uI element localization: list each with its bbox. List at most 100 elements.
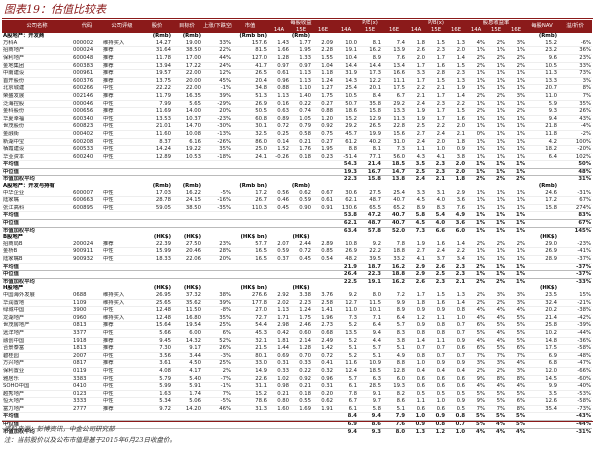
cell: 5% [506, 337, 527, 346]
cell: 3.3 [406, 189, 427, 198]
cell: 25.8 [526, 321, 559, 330]
empty-cell [406, 234, 426, 241]
empty-cell [426, 33, 446, 40]
empty-cell [202, 175, 232, 184]
cell: 2.2 [446, 247, 467, 256]
empty-cell [558, 234, 592, 241]
cell: 6.1 [334, 405, 358, 414]
cell: 13.5 [334, 329, 358, 338]
cell: 3383 [72, 375, 102, 384]
cell: 0.62 [290, 189, 312, 198]
cell: 1918 [72, 337, 102, 346]
cell: 12.48 [142, 306, 172, 315]
cell: 1% [466, 189, 487, 198]
cell: -37% [558, 255, 593, 264]
summary-row: 中位值 19.3 16.7 14.7 2.5 2.3 2.0 1% 1% 1% 48% [2, 167, 593, 176]
cell: 25% [202, 321, 232, 330]
cell: 36% [558, 46, 593, 55]
cell: 1% [506, 122, 527, 131]
summary-value: 4.5 [406, 219, 427, 228]
empty-cell [142, 412, 172, 421]
empty-cell [232, 226, 268, 235]
cell: 18.6 [334, 107, 358, 116]
cell: -18% [202, 153, 232, 162]
cell: 1% [466, 100, 487, 109]
cell: 1.77 [290, 39, 312, 48]
cell: 7% [466, 405, 487, 414]
cell: 1% [506, 189, 527, 198]
empty-cell [312, 183, 334, 190]
empty-cell [172, 219, 202, 228]
cell: 10.9 [358, 359, 382, 368]
cell: 中性 [102, 130, 142, 139]
summary-value: 4.0 [426, 219, 447, 228]
empty-cell [72, 285, 102, 292]
empty-cell [142, 262, 172, 271]
company-row: 栖霞建设 600533 中性 14.24 19.22 35% 25.0 1.52 1.76 1.9… [2, 145, 593, 154]
empty-cell [232, 160, 268, 169]
cell: 12.0 [526, 367, 559, 376]
cell: 1.2 [406, 314, 427, 323]
cell: 2.49 [312, 337, 334, 346]
cell: 0.85 [312, 247, 334, 256]
cell: 中性 [102, 397, 142, 406]
cell: 保利地产 [2, 54, 72, 63]
cell: 0.8 [406, 329, 427, 338]
empty-cell [526, 160, 559, 169]
cell: 1.7 [406, 291, 427, 300]
cell: 0.22 [290, 367, 312, 376]
empty-cell [102, 33, 142, 40]
cell: 0.72 [290, 247, 312, 256]
cell: 0.6 [406, 405, 427, 414]
summary-row: 市值加权平均 9.4 9.3 8.0 1.3 1.2 1.0 4% 4% 4% -31% [2, 427, 593, 436]
empty-cell [142, 226, 172, 235]
cell: 2% [486, 54, 507, 63]
cell: 1.8 [406, 39, 427, 48]
cell: 11.79 [142, 92, 172, 101]
cell: 0.32 [312, 367, 334, 376]
cell: 1.04 [312, 62, 334, 71]
cell: 0.96 [268, 77, 290, 86]
cell: 1.13 [268, 92, 290, 101]
bottom-rule [2, 421, 593, 422]
cell: 22.00 [172, 84, 202, 93]
summary-value: 8.4 [334, 412, 358, 421]
cell: 0.9 [426, 359, 447, 368]
cell: 9.2 [334, 291, 358, 300]
cell: 越秀地产 [2, 390, 72, 399]
column-header: 上涨/下跌空间 [202, 20, 232, 34]
empty-cell [172, 270, 202, 279]
cell: 23.5 [526, 291, 559, 300]
empty-cell [102, 234, 142, 241]
summary-value: -33% [558, 277, 593, 286]
cell: 0123 [72, 390, 102, 399]
year-header: 14A [334, 26, 358, 34]
cell: 2.28 [312, 46, 334, 55]
cell: 推荐 [102, 359, 142, 368]
summary-value: 1% [466, 226, 487, 235]
cell: 张江高科 [2, 204, 72, 213]
cell: 0.9 [446, 397, 467, 406]
cell: 000024 [72, 46, 102, 55]
cell: 3.5 [526, 390, 559, 399]
cell: 1.6 [426, 240, 447, 249]
empty-cell [358, 33, 382, 40]
cell: 中性 [102, 196, 142, 205]
cell: 中性 [102, 204, 142, 213]
empty-cell [268, 211, 290, 220]
cell: 0.6 [446, 344, 467, 353]
cell: 0.61 [268, 69, 290, 78]
summary-value: 47.2 [358, 211, 382, 220]
cell: 26.5 [358, 122, 382, 131]
cell: -60% [558, 375, 593, 384]
column-header: 公司名称 [2, 20, 72, 34]
note: 资料来源：彭博资讯，中金公司研究部 [4, 425, 115, 433]
empty-cell [268, 175, 290, 184]
summary-value: 21.4 [358, 160, 382, 169]
cell: -23% [202, 115, 232, 124]
cell: 推荐 [102, 54, 142, 63]
cell: 000046 [72, 100, 102, 109]
empty-cell [202, 262, 232, 271]
summary-value: 1% [506, 211, 527, 220]
company-row: 世茂房地产 0813 推荐 15.64 19.54 25% 54.4 2.98 2.46 2.73… [2, 321, 593, 330]
